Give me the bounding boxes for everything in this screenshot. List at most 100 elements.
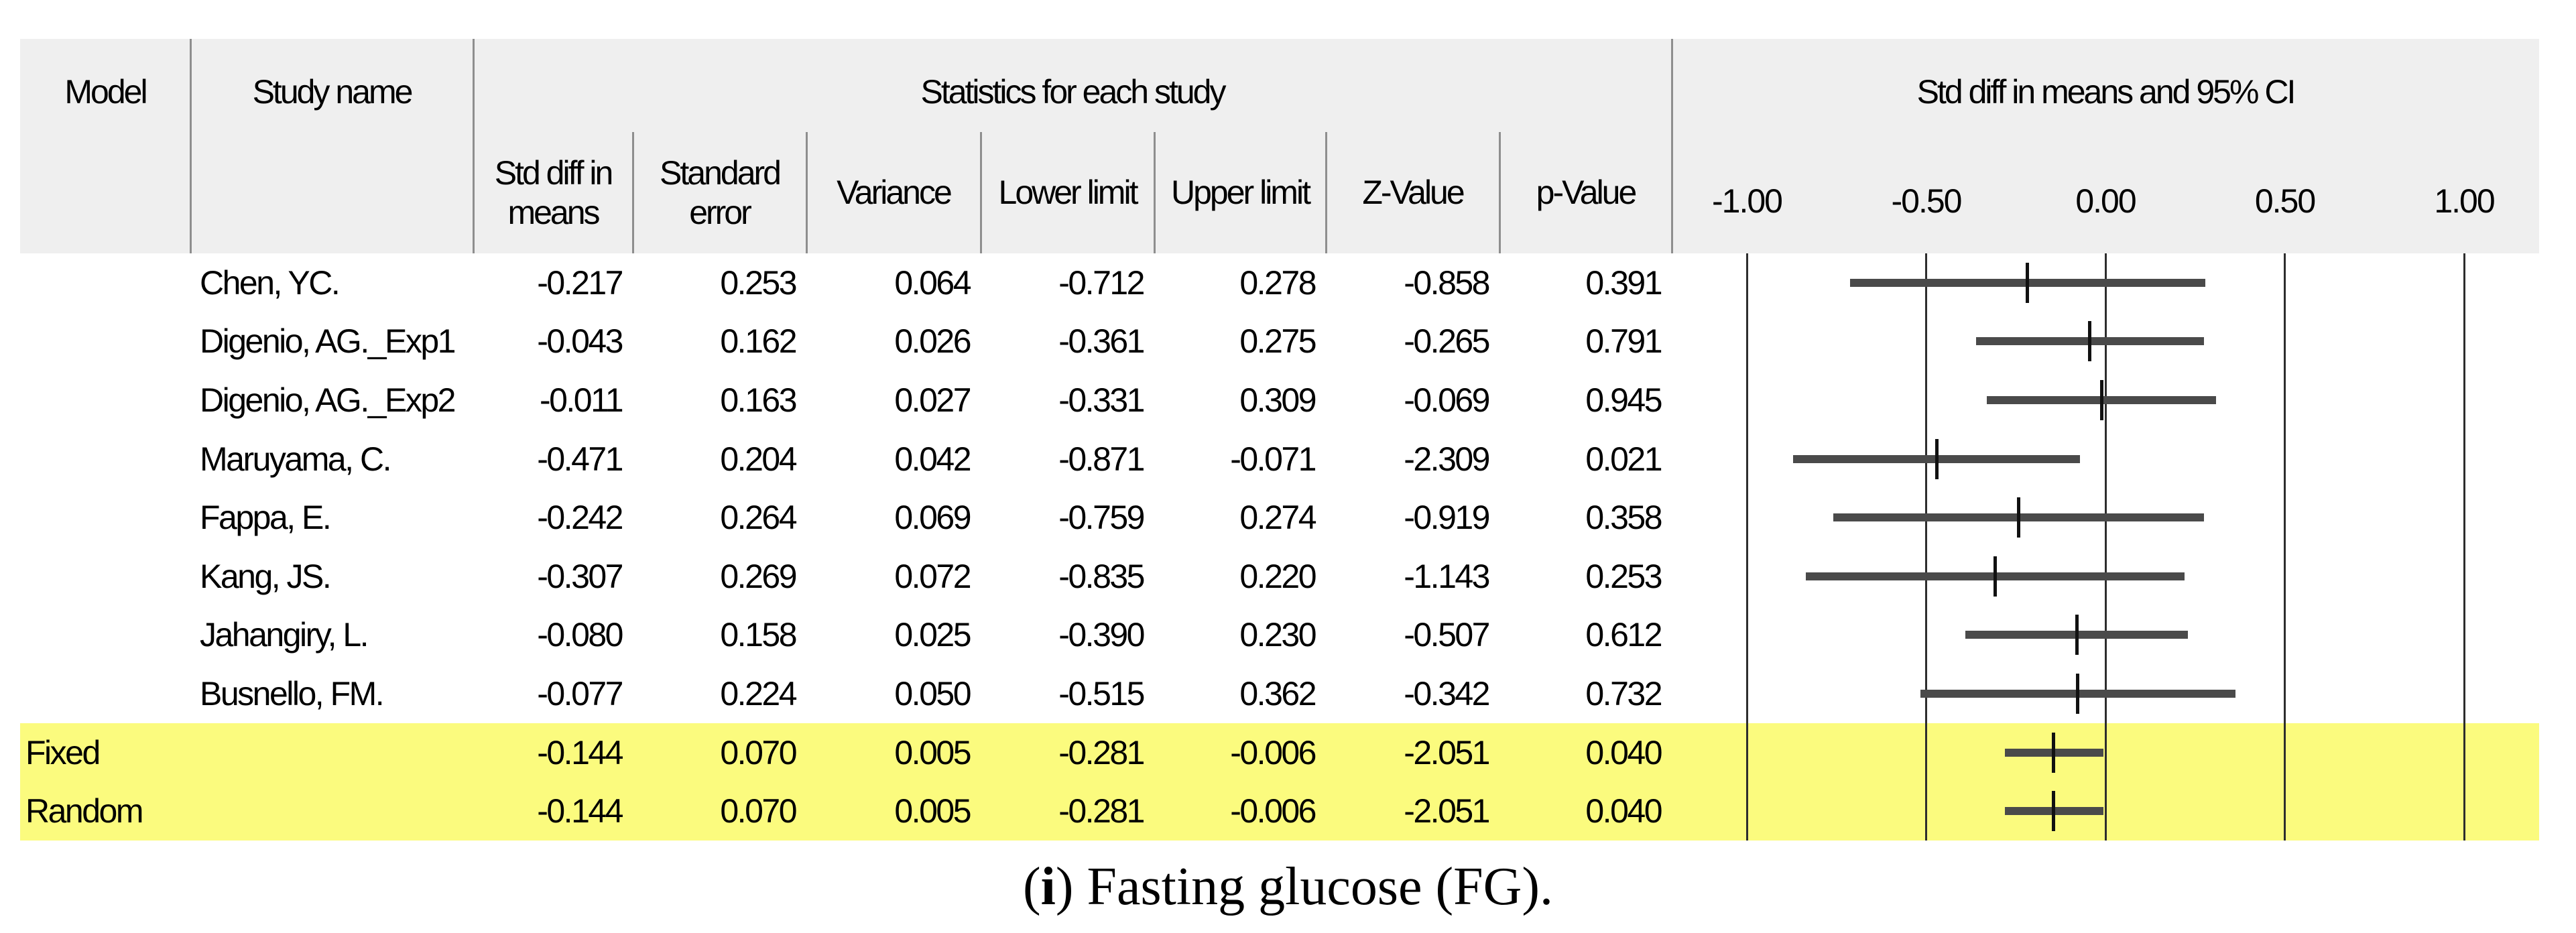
cell-std-diff-in-means: -0.080: [537, 616, 623, 654]
axis-gridline: [1925, 253, 1927, 841]
cell-model: Fixed: [25, 733, 101, 771]
header-column-separator: [473, 39, 475, 253]
cell-upper-limit: 0.275: [1239, 322, 1316, 361]
cell-p-value: 0.253: [1585, 557, 1662, 595]
cell-lower-limit: -0.712: [1058, 263, 1145, 302]
cell-variance: 0.072: [894, 557, 971, 595]
cell-std-diff-in-means: -0.217: [537, 263, 623, 302]
cell-variance: 0.025: [894, 616, 971, 654]
cell-variance: 0.027: [894, 381, 971, 419]
header-column-separator: [190, 39, 192, 253]
cell-study-name: Busnello, FM.: [200, 674, 385, 712]
cell-study-name: Jahangiry, L.: [200, 616, 369, 654]
point-marker: [1935, 438, 1939, 479]
cell-z-value: -1.143: [1404, 557, 1490, 595]
cell-study-name: Kang, JS.: [200, 557, 332, 595]
caption-open-paren: (: [1022, 857, 1041, 916]
cell-upper-limit: 0.220: [1239, 557, 1316, 595]
stat-subcolumn-separator: [1154, 132, 1156, 253]
stat-column-header: Lower limit: [998, 174, 1139, 211]
stat-column-header: Upper limit: [1171, 174, 1311, 211]
cell-standard-error: 0.269: [720, 557, 797, 595]
table-row: Digenio, AG._Exp2 -0.011 0.163 0.027 -0.331 0…: [0, 371, 2576, 430]
axis-tick-label: 1.00: [2434, 182, 2495, 220]
point-marker: [2017, 497, 2021, 538]
stat-column-header: Standard error: [660, 153, 782, 231]
cell-std-diff-in-means: -0.043: [537, 322, 623, 361]
cell-std-diff-in-means: -0.077: [537, 674, 623, 712]
stat-subcolumn-separator: [632, 132, 634, 253]
stat-column-header: Variance: [837, 174, 953, 211]
point-marker: [2088, 321, 2092, 362]
axis-gridline: [2284, 253, 2286, 841]
caption-text: ) Fasting glucose (FG).: [1055, 857, 1554, 916]
caption-sublabel: i: [1040, 857, 1056, 916]
cell-z-value: -0.919: [1404, 499, 1490, 537]
table-row: Maruyama, C. -0.471 0.204 0.042 -0.871 -0.071…: [0, 430, 2576, 489]
cell-z-value: -2.051: [1404, 733, 1490, 771]
cell-lower-limit: -0.759: [1058, 499, 1145, 537]
stat-column-header: Std diff in means: [494, 153, 614, 231]
stat-column-header: p-Value: [1536, 174, 1638, 211]
cell-model: Random: [25, 792, 144, 830]
cell-lower-limit: -0.361: [1058, 322, 1145, 361]
cell-standard-error: 0.070: [720, 733, 797, 771]
cell-study-name: Digenio, AG._Exp2: [200, 381, 456, 419]
cell-p-value: 0.791: [1585, 322, 1662, 361]
cell-z-value: -0.858: [1404, 263, 1490, 302]
stat-subcolumn-separator: [806, 132, 808, 253]
cell-variance: 0.005: [894, 792, 971, 830]
stat-subcolumn-separator: [1499, 132, 1501, 253]
cell-z-value: -0.507: [1404, 616, 1490, 654]
section-header-statistics: Statistics for each study: [920, 73, 1226, 111]
cell-p-value: 0.945: [1585, 381, 1662, 419]
table-row: Digenio, AG._Exp1 -0.043 0.162 0.026 -0.361 0…: [0, 312, 2576, 371]
axis-tick-label: -1.00: [1712, 182, 1783, 220]
cell-z-value: -2.309: [1404, 440, 1490, 478]
header-column-separator: [1671, 39, 1673, 253]
cell-standard-error: 0.264: [720, 499, 797, 537]
cell-variance: 0.005: [894, 733, 971, 771]
cell-lower-limit: -0.871: [1058, 440, 1145, 478]
cell-upper-limit: 0.362: [1239, 674, 1316, 712]
cell-z-value: -0.342: [1404, 674, 1490, 712]
cell-upper-limit: 0.278: [1239, 263, 1316, 302]
column-header-model: Model: [64, 73, 147, 111]
figure-caption: (i) Fasting glucose (FG).: [0, 847, 2576, 926]
cell-standard-error: 0.163: [720, 381, 797, 419]
point-marker: [2099, 380, 2103, 420]
cell-p-value: 0.612: [1585, 616, 1662, 654]
cell-standard-error: 0.162: [720, 322, 797, 361]
stat-subcolumn-separator: [980, 132, 982, 253]
cell-p-value: 0.021: [1585, 440, 1662, 478]
cell-standard-error: 0.253: [720, 263, 797, 302]
cell-upper-limit: -0.071: [1230, 440, 1316, 478]
table-row: Chen, YC. -0.217 0.253 0.064 -0.712 0.278 -0.8…: [0, 253, 2576, 312]
cell-std-diff-in-means: -0.144: [537, 792, 623, 830]
point-marker: [1994, 556, 1998, 597]
axis-tick-label: -0.50: [1891, 182, 1963, 220]
axis-tick-label: 0.50: [2254, 182, 2316, 220]
cell-upper-limit: 0.274: [1239, 499, 1316, 537]
cell-standard-error: 0.224: [720, 674, 797, 712]
cell-lower-limit: -0.835: [1058, 557, 1145, 595]
table-row: Jahangiry, L. -0.080 0.158 0.025 -0.390 0.230…: [0, 606, 2576, 665]
table-row: Fappa, E. -0.242 0.264 0.069 -0.759 0.274 -0.9…: [0, 488, 2576, 547]
cell-std-diff-in-means: -0.242: [537, 499, 623, 537]
cell-upper-limit: -0.006: [1230, 792, 1316, 830]
point-marker: [2075, 615, 2079, 656]
point-marker: [2026, 262, 2030, 303]
cell-std-diff-in-means: -0.011: [539, 381, 624, 419]
cell-z-value: -0.265: [1404, 322, 1490, 361]
cell-standard-error: 0.158: [720, 616, 797, 654]
cell-z-value: -2.051: [1404, 792, 1490, 830]
cell-std-diff-in-means: -0.307: [537, 557, 623, 595]
table-header-background: [20, 39, 2539, 253]
axis-tick-label: 0.00: [2075, 182, 2136, 220]
section-header-plot: Std diff in means and 95% CI: [1916, 73, 2296, 111]
axis-gridline: [2104, 253, 2107, 841]
cell-z-value: -0.069: [1404, 381, 1490, 419]
cell-standard-error: 0.204: [720, 440, 797, 478]
point-marker: [2052, 732, 2056, 773]
point-marker: [2076, 674, 2080, 714]
